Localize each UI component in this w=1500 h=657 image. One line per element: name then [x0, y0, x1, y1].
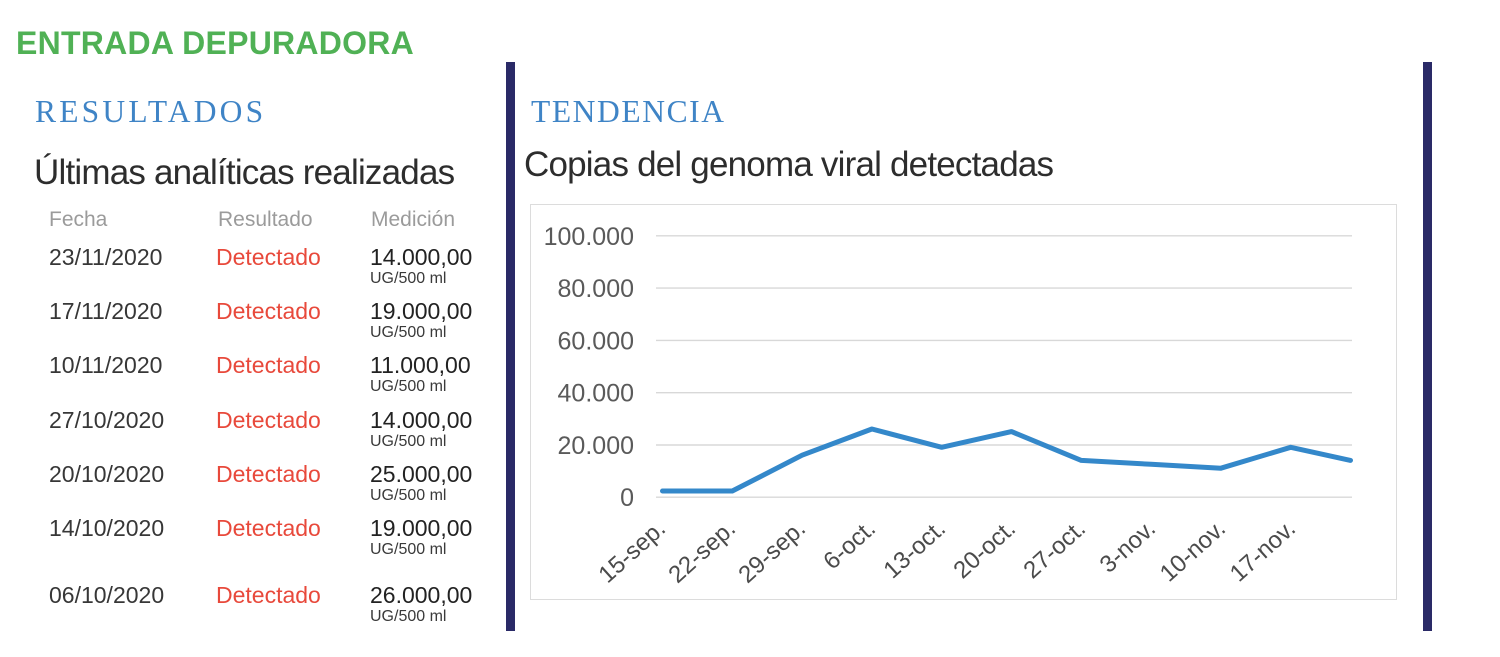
svg-text:10-nov.: 10-nov.: [1155, 515, 1231, 587]
svg-text:20.000: 20.000: [558, 432, 634, 460]
svg-text:13-oct.: 13-oct.: [878, 515, 951, 584]
svg-text:0: 0: [620, 484, 634, 512]
svg-text:22-sep.: 22-sep.: [663, 515, 741, 589]
svg-text:100.000: 100.000: [544, 223, 634, 251]
svg-text:6-oct.: 6-oct.: [818, 515, 881, 575]
svg-text:40.000: 40.000: [558, 380, 634, 408]
svg-text:27-oct.: 27-oct.: [1018, 515, 1091, 584]
svg-text:15-sep.: 15-sep.: [593, 515, 671, 589]
svg-text:80.000: 80.000: [558, 275, 634, 303]
svg-text:60.000: 60.000: [558, 327, 634, 355]
svg-text:3-nov.: 3-nov.: [1095, 515, 1161, 579]
svg-text:20-oct.: 20-oct.: [948, 515, 1021, 584]
svg-text:17-nov.: 17-nov.: [1225, 515, 1301, 587]
svg-text:29-sep.: 29-sep.: [733, 515, 811, 589]
